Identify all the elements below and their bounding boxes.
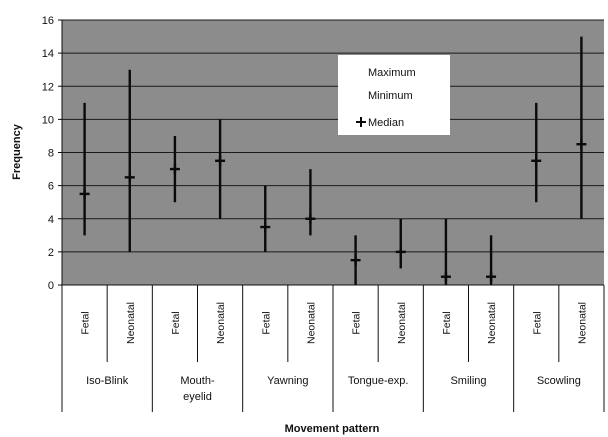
group-label-1-line-0: Mouth- (180, 375, 215, 387)
group-label-3: Tongue-exp. (348, 375, 409, 387)
group-label-1-line-1: eyelid (183, 391, 212, 403)
median-marker-3 (215, 155, 226, 166)
category-label-1: Neonatal (125, 302, 137, 344)
axes: 0 2 4 6 8 10 12 14 16 Fetal Neonatal Fetal Neonatal F… (42, 15, 605, 412)
category-label-6: Fetal (351, 311, 363, 334)
median-marker-6 (350, 255, 361, 266)
y-tick-label-2: 2 (48, 247, 54, 259)
plot-area (62, 19, 604, 285)
legend-label-median: Median (368, 117, 404, 129)
category-label-10: Fetal (531, 311, 543, 334)
y-tick-label-8: 8 (48, 148, 54, 160)
legend: Maximum Minimum Median (338, 55, 450, 135)
legend-label-minimum: Minimum (368, 90, 413, 102)
category-label-7: Neonatal (396, 302, 408, 344)
y-tick-label-6: 6 (48, 181, 54, 193)
median-marker-8 (440, 271, 451, 282)
series-marks (79, 36, 587, 285)
legend-median-marker (356, 117, 366, 127)
y-tick-label-0: 0 (48, 280, 54, 292)
category-label-2: Fetal (170, 311, 182, 334)
legend-label-maximum: Maximum (368, 67, 416, 79)
group-label-2: Yawning (267, 375, 308, 387)
group-label-5: Scowling (537, 375, 581, 387)
group-label-0: Iso-Blink (86, 375, 129, 387)
y-axis-title: Frequency (11, 123, 23, 180)
category-label-11: Neonatal (576, 302, 588, 344)
median-marker-1 (124, 172, 135, 183)
median-marker-7 (395, 246, 406, 257)
category-label-5: Neonatal (305, 302, 317, 344)
y-tick-label-4: 4 (48, 214, 54, 226)
category-label-3: Neonatal (215, 302, 227, 344)
category-label-8: Fetal (441, 311, 453, 334)
y-tick-label-14: 14 (42, 48, 54, 60)
median-marker-11 (576, 139, 587, 150)
median-marker-0 (79, 188, 90, 199)
median-marker-4 (260, 222, 271, 233)
median-marker-9 (486, 271, 497, 282)
y-tick-label-16: 16 (42, 15, 54, 27)
category-label-9: Neonatal (486, 302, 498, 344)
median-marker-10 (531, 155, 542, 166)
y-tick-label-12: 12 (42, 81, 54, 93)
category-label-0: Fetal (80, 311, 92, 334)
median-marker-5 (305, 213, 316, 224)
group-label-4: Smiling (450, 375, 486, 387)
x-axis-title: Movement pattern (285, 423, 380, 435)
category-label-4: Fetal (260, 311, 272, 334)
y-tick-label-10: 10 (42, 114, 54, 126)
median-marker-2 (169, 164, 180, 175)
